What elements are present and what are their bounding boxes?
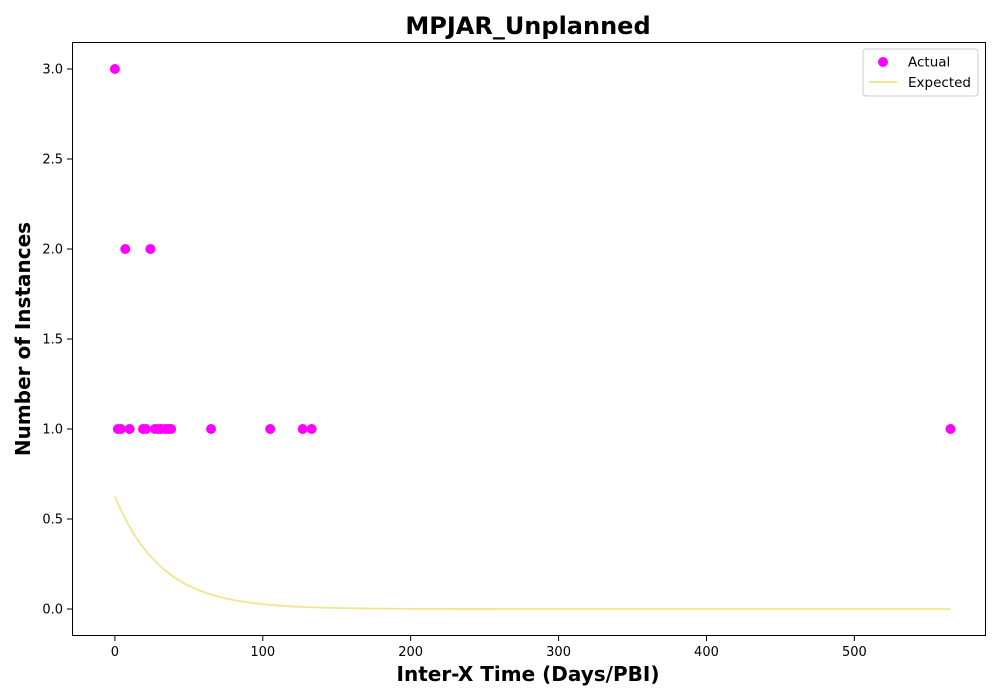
y-tick-label: 0.5 (42, 513, 63, 528)
actual-point (109, 64, 120, 74)
actual-point (306, 424, 317, 434)
actual-point (145, 244, 156, 254)
actual-point (124, 424, 135, 434)
x-axis: 0 100 200 300 400 500 (111, 636, 867, 660)
plot-frame (72, 42, 986, 636)
y-tick-label: 3.0 (42, 63, 63, 78)
y-axis-label: Number of Instances (11, 222, 35, 456)
plot-area (109, 64, 956, 610)
x-tick-label: 100 (250, 645, 275, 660)
actual-point (120, 244, 131, 254)
x-tick-label: 200 (398, 645, 423, 660)
y-tick-label: 1.0 (42, 423, 63, 438)
legend-actual-label: Actual (908, 55, 950, 71)
y-tick-label: 2.0 (42, 243, 63, 258)
chart-title: MPJAR_Unplanned (405, 12, 650, 40)
actual-point (265, 424, 276, 434)
legend-box (862, 48, 979, 97)
legend-expected-label: Expected (908, 75, 971, 91)
x-tick-label: 0 (111, 645, 119, 660)
y-tick-label: 1.5 (42, 333, 63, 348)
x-tick-label: 400 (694, 645, 719, 660)
y-axis: 0.0 0.5 1.0 1.5 2.0 2.5 3.0 (42, 63, 72, 618)
x-axis-label: Inter-X Time (Days/PBI) (397, 662, 660, 686)
y-tick-label: 2.5 (42, 153, 63, 168)
y-tick-label: 0.0 (42, 603, 63, 618)
actual-point (945, 424, 956, 434)
legend: Actual Expected (862, 48, 979, 97)
actual-point (115, 424, 126, 434)
actual-point (166, 424, 177, 434)
x-tick-label: 500 (842, 645, 867, 660)
x-tick-label: 300 (546, 645, 571, 660)
expected-line (114, 496, 951, 610)
actual-point (297, 424, 308, 434)
legend-actual-marker (878, 57, 888, 67)
actual-point (140, 424, 151, 434)
actual-point (206, 424, 217, 434)
